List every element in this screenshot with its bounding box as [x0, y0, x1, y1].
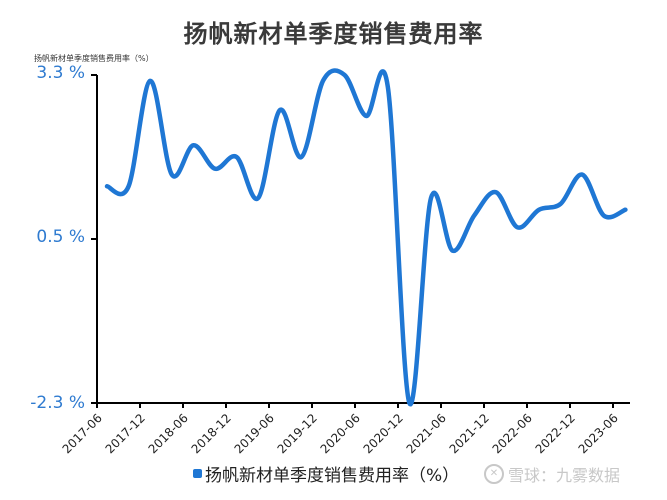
legend: 扬帆新材单季度销售费用率（%）: [193, 461, 459, 486]
y-tick-label: 3.3 %: [36, 63, 85, 83]
y-tick-label: -2.3 %: [30, 393, 85, 413]
data-line: [104, 68, 628, 407]
legend-label: 扬帆新材单季度销售费用率（%）: [205, 466, 460, 486]
snowball-logo-icon: ✕: [484, 464, 504, 484]
watermark-text: 雪球：九雾数据: [508, 466, 621, 485]
chart-title: 扬帆新材单季度销售费用率: [183, 20, 484, 48]
legend-swatch: [193, 469, 202, 478]
watermark: ✕ 雪球：九雾数据: [484, 462, 620, 486]
y-axis-unit-label: 扬帆新材单季度销售费用率（%）: [34, 54, 154, 63]
y-tick-label: 0.5 %: [36, 227, 85, 247]
